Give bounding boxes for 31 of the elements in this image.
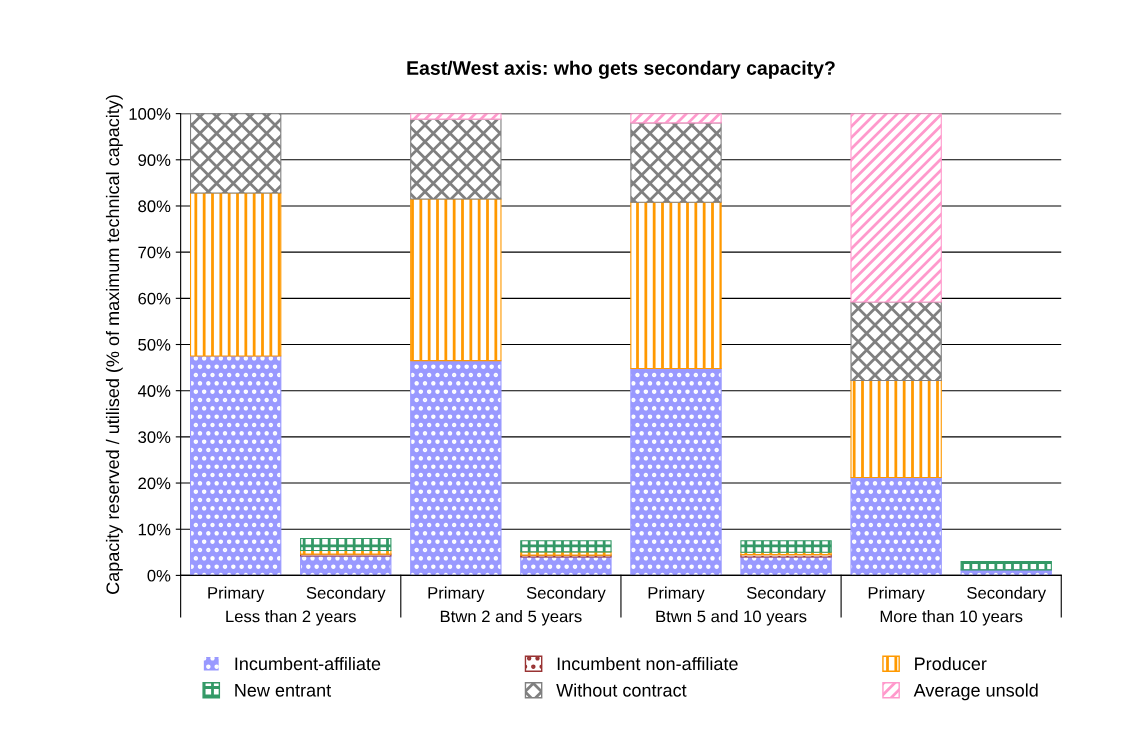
y-tick-label: 70% (138, 246, 171, 259)
x-tick-label: Primary (208, 586, 265, 603)
legend-label: Producer (915, 656, 987, 671)
y-tick-label: 30% (138, 431, 171, 444)
x-tick-label: Secondary (526, 586, 606, 603)
text: Btwn 2 and 5 years (440, 610, 582, 626)
legend-label: Incumbent-affiliate (235, 656, 381, 671)
legend-label: Average unsold (913, 683, 1038, 701)
y-tick-label: 60% (138, 292, 171, 305)
text: Less than 2 years (226, 610, 356, 626)
x-tick-label: Primary (428, 586, 485, 603)
legend-label: New entrant (235, 684, 332, 697)
y-axis-title: Capacity reserved / utilised (% of maximum technical capacity) (105, 95, 123, 594)
x-tick-label: Secondary (967, 586, 1047, 603)
y-tick-label: 10% (138, 523, 171, 536)
y-tick-label: 0% (147, 569, 171, 582)
y-tick-label: 80% (138, 200, 171, 213)
x-tick-label: Primary (648, 586, 705, 603)
text: More than 10 years (880, 610, 1023, 626)
y-tick-label: 20% (138, 477, 171, 490)
x-tick-label: Secondary (746, 586, 826, 603)
y-tick-label: 100% (129, 108, 171, 120)
legend-label: Incumbent non-affiliate (557, 656, 738, 671)
text: Btwn 5 and 10 years (656, 610, 807, 626)
y-tick-label: 50% (138, 338, 171, 351)
legend-label: Without contract (556, 683, 687, 697)
chart-title: East/West axis: who gets secondary capacity? (407, 60, 835, 79)
x-tick-label: Primary (868, 586, 925, 603)
y-tick-label: 90% (138, 154, 171, 166)
y-tick-label: 40% (137, 385, 171, 397)
x-tick-label: Secondary (306, 586, 386, 603)
